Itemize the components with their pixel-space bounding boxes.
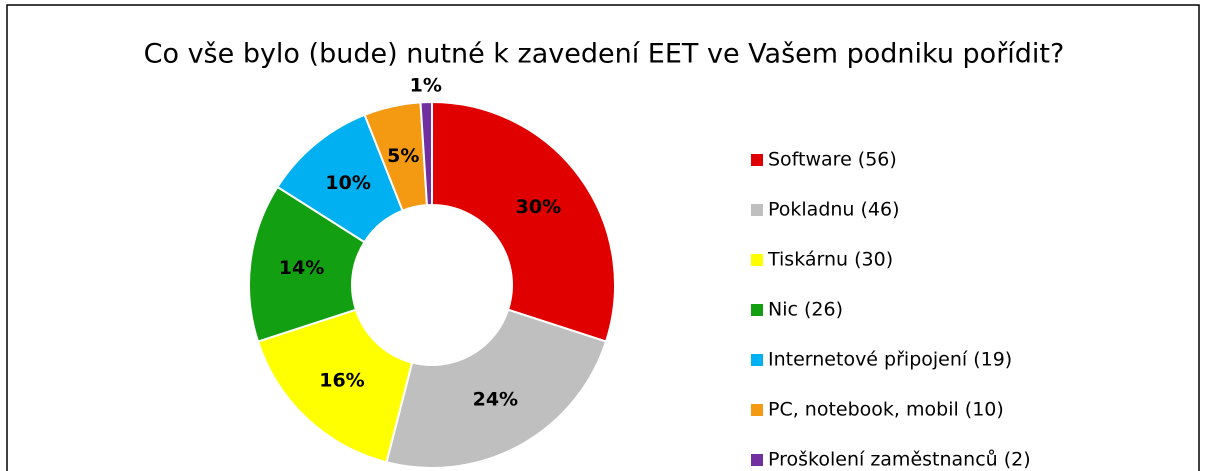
slice: [419, 100, 433, 207]
legend-swatch: [751, 454, 763, 466]
legend-swatch: [751, 404, 763, 416]
legend-label: Nic (26): [768, 299, 843, 321]
data-label: 5%: [387, 145, 419, 167]
legend-swatch: [751, 154, 763, 166]
legend-swatch: [751, 254, 763, 266]
chart-title: Co vše bylo (bude) nutné k zavedení EET …: [144, 39, 1065, 70]
legend-swatch: [751, 204, 763, 216]
legend-swatch: [751, 304, 763, 316]
data-label: 1%: [410, 75, 442, 97]
legend-label: Software (56): [768, 149, 897, 171]
data-label: 16%: [319, 369, 364, 391]
slice: [431, 100, 616, 343]
legend-swatch: [751, 354, 763, 366]
slice: [248, 185, 366, 343]
slice: [256, 308, 414, 464]
data-label: 24%: [473, 389, 518, 411]
slice: [385, 308, 608, 469]
data-label: 10%: [325, 172, 370, 194]
legend-label: Internetové připojení (19): [768, 349, 1012, 371]
legend-label: Tiskárnu (30): [767, 249, 893, 271]
legend-label: Pokladnu (46): [768, 199, 900, 221]
data-label: 14%: [279, 257, 324, 279]
legend-label: Proškolení zaměstnanců (2): [768, 449, 1031, 471]
data-label: 30%: [516, 196, 561, 218]
legend-label: PC, notebook, mobil (10): [768, 399, 1004, 421]
